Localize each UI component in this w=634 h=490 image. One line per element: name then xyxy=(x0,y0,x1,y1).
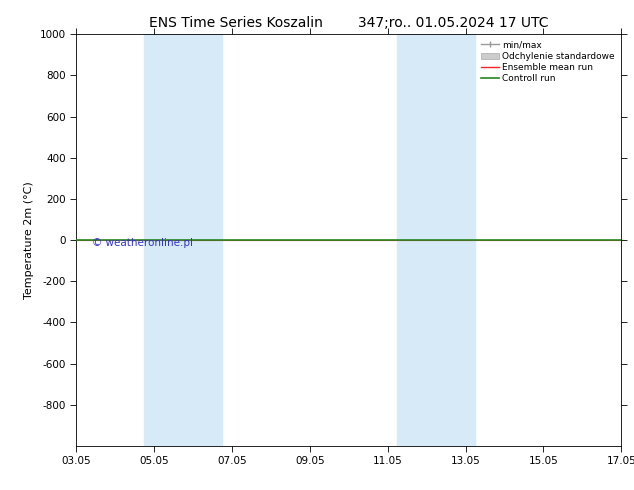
Bar xyxy=(398,34,476,446)
Text: © weatheronline.pl: © weatheronline.pl xyxy=(93,238,193,248)
Y-axis label: Temperature 2m (°C): Temperature 2m (°C) xyxy=(24,181,34,299)
Legend: min/max, Odchylenie standardowe, Ensemble mean run, Controll run: min/max, Odchylenie standardowe, Ensembl… xyxy=(479,39,617,85)
Bar xyxy=(144,34,222,446)
Title: ENS Time Series Koszalin        347;ro.. 01.05.2024 17 UTC: ENS Time Series Koszalin 347;ro.. 01.05.… xyxy=(149,16,548,30)
